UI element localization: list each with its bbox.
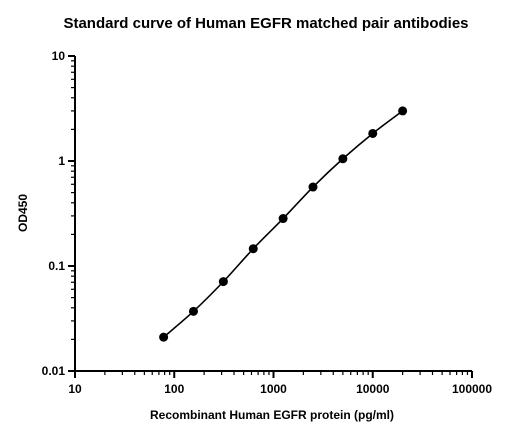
data-point (338, 154, 348, 164)
y-tick-label: 0.1 (48, 259, 65, 273)
fit-curve-line (163, 110, 404, 338)
x-tick-label: 10000 (356, 382, 390, 396)
y-tick-label: 1 (58, 154, 65, 168)
y-tick-label: 10 (52, 49, 66, 63)
data-point (398, 106, 408, 116)
x-axis-ticks: 10 100 1000 10000 100000 (68, 371, 492, 396)
data-point (308, 182, 318, 192)
y-tick-label: 0.01 (42, 364, 66, 378)
data-point (218, 277, 228, 287)
data-point (188, 306, 198, 316)
x-tick-label: 100 (164, 382, 184, 396)
data-point (159, 332, 169, 342)
x-axis-label: Recombinant Human EGFR protein (pg/ml) (150, 408, 394, 422)
y-axis-label: OD450 (16, 194, 30, 232)
x-tick-label: 10 (68, 382, 82, 396)
data-point (368, 128, 378, 138)
data-point (248, 244, 258, 254)
plot-area: 0.01 0.1 1 10 10 100 1000 10000 100000 (42, 49, 493, 396)
x-tick-label: 1000 (260, 382, 287, 396)
y-axis-ticks: 0.01 0.1 1 10 (42, 49, 75, 378)
chart-title: Standard curve of Human EGFR matched pai… (63, 15, 468, 32)
data-point (278, 214, 288, 224)
x-tick-label: 100000 (452, 382, 492, 396)
data-points (159, 106, 408, 342)
